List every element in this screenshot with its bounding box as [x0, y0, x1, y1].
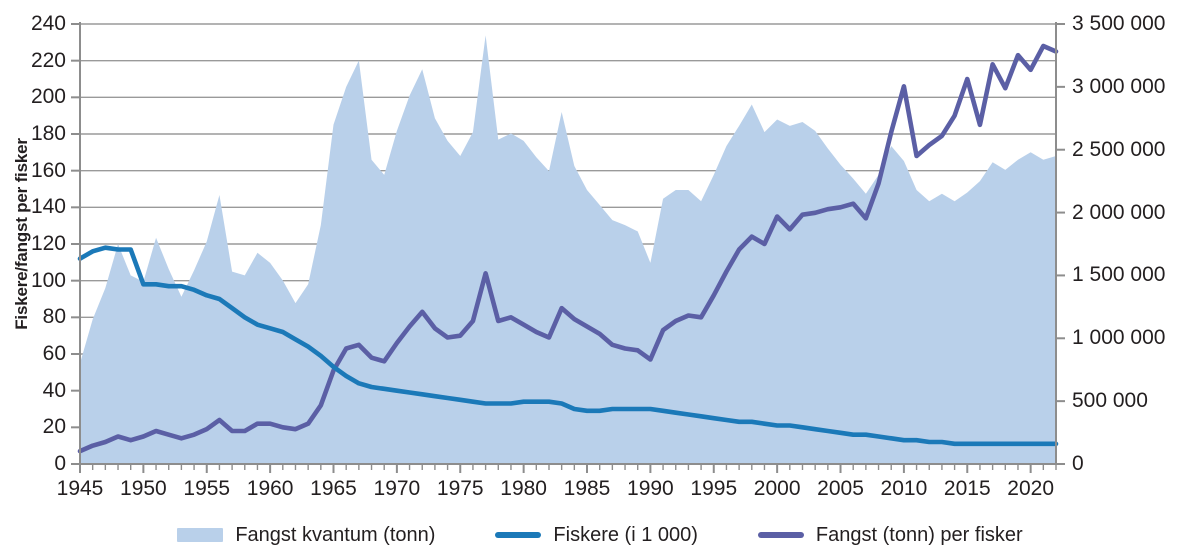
y-axis-left-tick-label: 200	[30, 85, 66, 109]
x-axis-tick-label: 2010	[880, 477, 928, 500]
x-axis-tick-label: 1975	[436, 477, 484, 500]
x-axis-tick-label: 1950	[120, 477, 167, 500]
x-axis-tick-label: 1970	[373, 477, 421, 500]
x-axis-tick-label: 1980	[500, 477, 547, 500]
y-axis-left-tick-label: 220	[30, 48, 66, 72]
y-axis-left-tick-label: 0	[54, 452, 66, 475]
legend-label: Fangst kvantum (tonn)	[235, 523, 436, 546]
x-axis-tick-label: 1995	[690, 477, 738, 500]
legend-label: Fangst (tonn) per fisker	[815, 523, 1023, 546]
legend-swatch-icon	[757, 532, 804, 538]
chart-legend: Fangst kvantum (tonn) Fiskere (i 1 000) Fa…	[0, 515, 1200, 555]
y-axis-left-tick-label: 180	[30, 122, 66, 145]
x-axis-tick-label: 2000	[753, 477, 801, 500]
x-axis-tick-label: 2020	[1007, 477, 1054, 500]
x-axis-tick-label: 1945	[56, 477, 104, 500]
y-axis-right-tick-label: 3 500 000	[1072, 12, 1166, 35]
legend-swatch-icon	[177, 528, 224, 542]
y-axis-left-tick-label: 100	[30, 268, 66, 292]
axis-lines	[71, 22, 1065, 465]
y-axis-left-tick-label: 240	[30, 12, 66, 35]
data-series	[77, 35, 1059, 465]
legend-swatch-icon	[495, 532, 542, 538]
y-axis-right-tick-label: 1 000 000	[1072, 326, 1166, 350]
y-axis-right-tick-label: 2 000 000	[1072, 200, 1166, 224]
x-axis-tick-label: 2015	[943, 477, 991, 500]
x-axis-tick-label: 1955	[183, 477, 231, 500]
y-axis-right-tick-label: 3 000 000	[1072, 74, 1166, 98]
y-axis-left-tick-label: 60	[42, 342, 66, 365]
legend-item-0[interactable]: Fangst kvantum (tonn)	[177, 524, 435, 547]
legend-item-1[interactable]: Fiskere (i 1 000)	[495, 524, 698, 547]
y-axis-left-tick-label: 40	[42, 378, 66, 402]
legend-item-2[interactable]: Fangst (tonn) per fisker	[757, 523, 1023, 547]
x-axis-tick-label: 1985	[563, 477, 611, 500]
x-axis-tick-label: 1990	[627, 477, 674, 500]
legend-label: Fiskere (i 1 000)	[553, 523, 698, 546]
y-axis-left-tick-label: 80	[42, 305, 66, 329]
x-axis-tick-label: 1965	[310, 477, 357, 500]
x-axis-ticks	[79, 464, 1057, 473]
y-axis-left-tick-label: 140	[30, 195, 66, 219]
x-axis-tick-label: 2005	[817, 477, 864, 500]
area-fangst-kvantum	[80, 35, 1056, 465]
y-axis-right-tick-label: 500 000	[1072, 389, 1148, 413]
y-axis-left-tick-label: 160	[30, 158, 66, 182]
y-axis-left-tick-label: 120	[30, 232, 66, 255]
y-axis-right-tick-label: 0	[1072, 452, 1084, 475]
x-axis-tick-label: 1960	[246, 477, 294, 500]
y-axis-right-tick-label: 2 500 000	[1072, 137, 1166, 161]
y-axis-left-tick-label: 20	[42, 415, 66, 439]
y-axis-right-tick-label: 1 500 000	[1072, 263, 1166, 287]
